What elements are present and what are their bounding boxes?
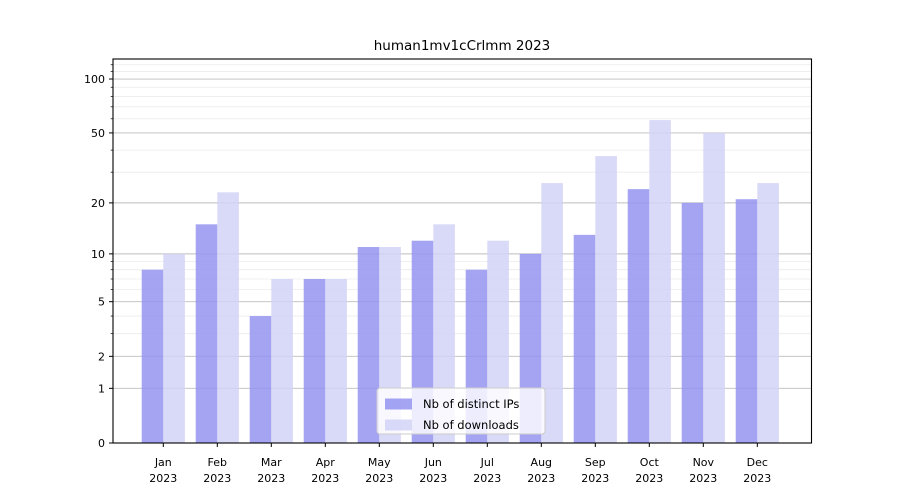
x-tick-label: Sep 2023: [581, 456, 609, 485]
bar-downloads: [757, 183, 779, 444]
bar-distinct-ips: [573, 234, 596, 443]
y-tick-label: 1: [98, 382, 105, 395]
y-tick-label: 20: [91, 197, 105, 210]
y-tick-label: 100: [84, 73, 105, 86]
bar-downloads: [217, 192, 239, 443]
bar-downloads: [271, 278, 293, 443]
x-tick-label: Dec 2023: [743, 456, 771, 485]
bar-distinct-ips: [627, 189, 650, 443]
bar-distinct-ips: [735, 199, 758, 443]
legend-label-downloads: Nb of downloads: [423, 418, 519, 432]
legend-box: [376, 387, 546, 435]
bar-distinct-ips: [681, 202, 704, 443]
bar-downloads: [595, 156, 617, 443]
legend-swatch-distinct-ips: [385, 398, 412, 410]
y-tick-label: 2: [98, 350, 105, 363]
bar-distinct-ips: [195, 224, 218, 443]
x-tick-label: Oct 2023: [635, 456, 663, 485]
y-tick-label: 0: [98, 437, 105, 450]
x-tick-label: Nov 2023: [689, 456, 717, 485]
bar-downloads: [163, 253, 185, 443]
axes-layer: 0 1 2 5 10 20 50 100 Jan 2023 Feb 2023 Mar 2023 Apr 202…: [84, 58, 813, 485]
x-tick-label: Feb 2023: [203, 456, 231, 485]
x-tick-label: Jan 2023: [149, 456, 177, 485]
legend-layer: Nb of distinct IPs Nb of downloads: [376, 387, 546, 435]
y-tick-label: 50: [91, 127, 105, 140]
x-tick-label: Mar 2023: [257, 456, 285, 485]
bar-distinct-ips: [303, 278, 326, 443]
legend-label-distinct-ips: Nb of distinct IPs: [423, 397, 519, 411]
x-tick-label: Aug 2023: [527, 456, 555, 485]
bar-downloads: [649, 120, 671, 443]
x-tick-label: Jul 2023: [473, 456, 501, 485]
plot-frame: [112, 58, 813, 444]
chart-title: human1mv1cCrlmm 2023: [374, 38, 551, 54]
bar-distinct-ips: [141, 269, 164, 443]
bar-distinct-ips: [249, 316, 272, 443]
bar-distinct-ips: [357, 247, 380, 443]
bar-downloads: [325, 278, 347, 443]
bar-downloads: [541, 183, 563, 444]
legend-swatch-downloads: [385, 419, 412, 431]
y-tick-label: 10: [91, 248, 105, 261]
bar-downloads: [703, 132, 725, 443]
y-tick-label: 5: [98, 296, 105, 309]
x-tick-label: Jun 2023: [419, 456, 447, 485]
x-tick-label: May 2023: [365, 456, 393, 485]
x-tick-label: Apr 2023: [311, 456, 339, 485]
